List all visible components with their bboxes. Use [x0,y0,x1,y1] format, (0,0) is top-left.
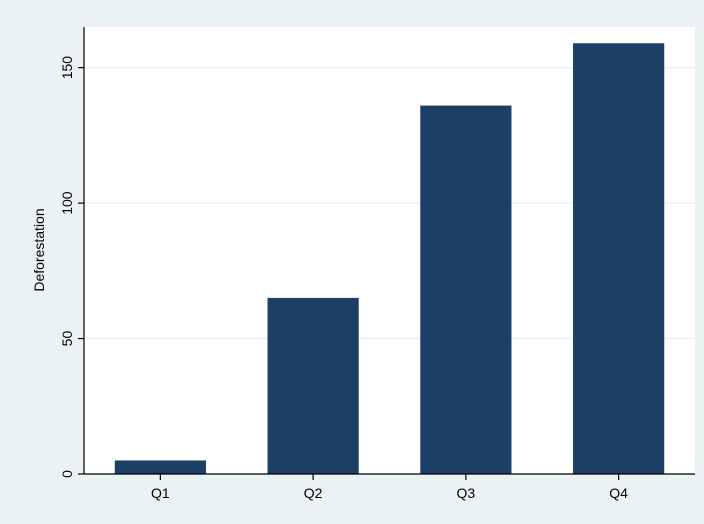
bar-q3 [420,105,512,475]
y-tick-label-1: 50 [59,331,75,347]
y-axis-title: Deforestation [31,208,47,291]
x-tick-label-q3: Q3 [457,485,476,501]
bar-q2 [267,297,359,474]
y-tick-label-2: 100 [59,191,75,215]
x-tick-label-q1: Q1 [151,485,170,501]
y-tick-label-0: 0 [59,470,75,478]
bars [114,43,665,475]
bar-q4 [573,43,665,474]
y-tick-label-3: 150 [59,56,75,80]
x-tick-label-q4: Q4 [609,485,628,501]
bar-q1 [114,460,206,474]
x-tick-label-q2: Q2 [304,485,323,501]
x-axis-ticks: Q1 Q2 Q3 Q4 [151,474,628,501]
y-axis-ticks: 0 50 100 150 [59,56,84,478]
